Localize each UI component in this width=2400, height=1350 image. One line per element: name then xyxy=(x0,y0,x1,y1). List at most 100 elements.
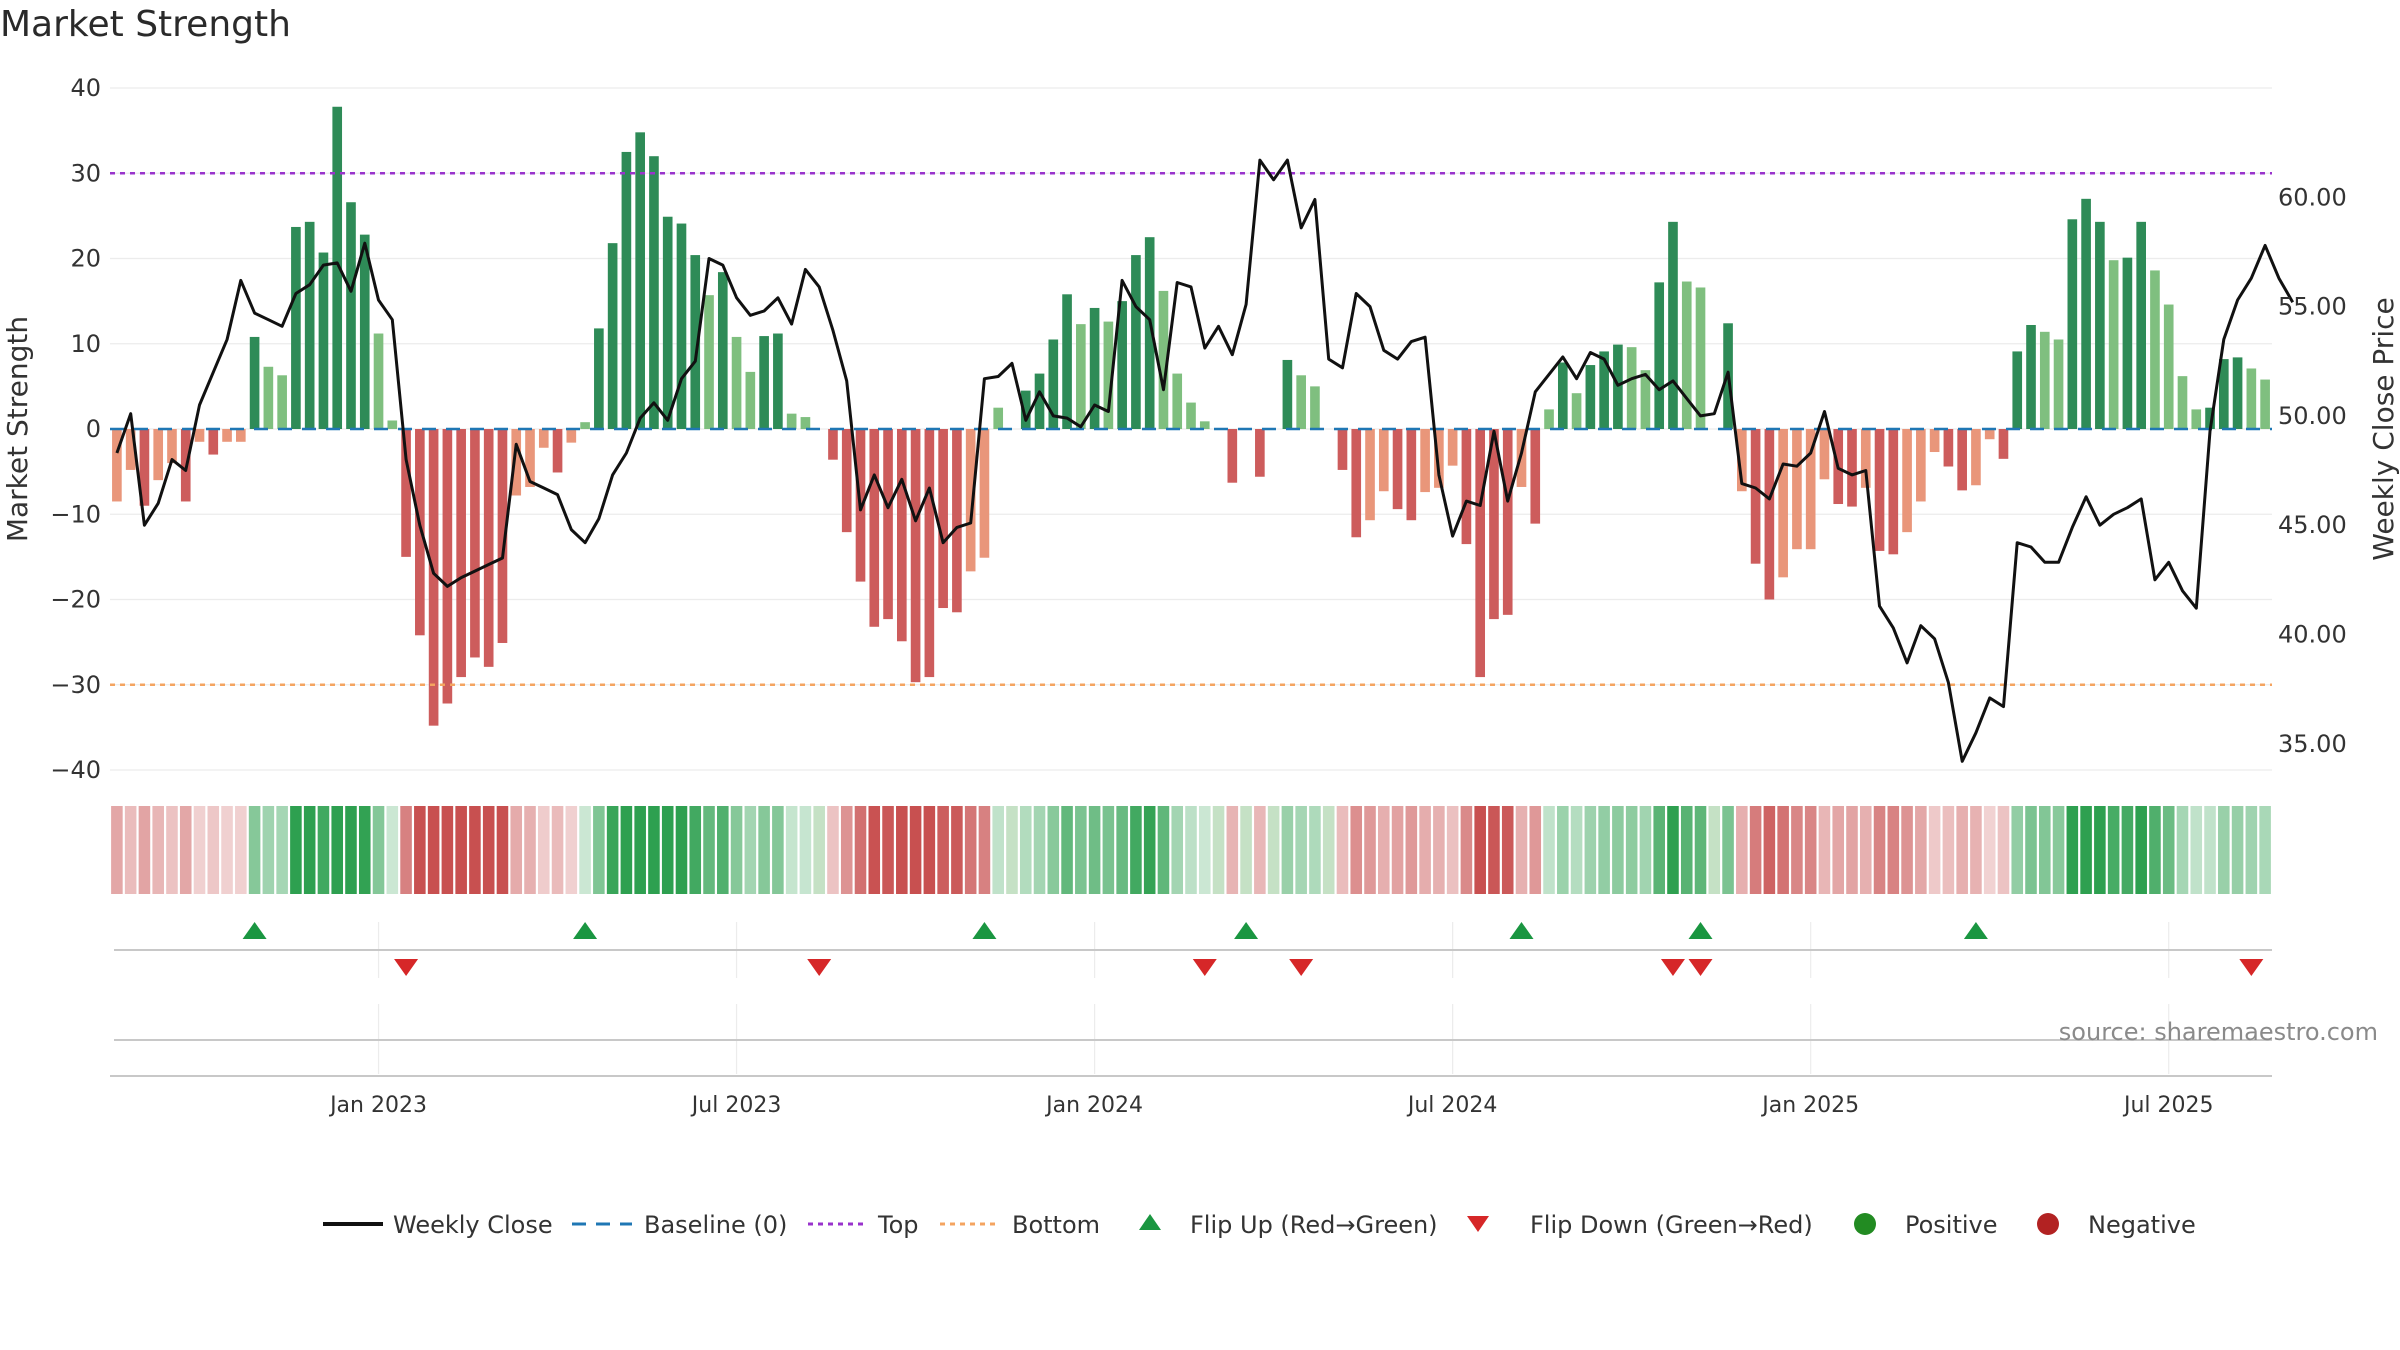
strength-bar-negative xyxy=(1434,429,1444,488)
strip-cell xyxy=(2135,806,2147,894)
strip-cell xyxy=(2149,806,2161,894)
strip-cell xyxy=(565,806,578,894)
strip-cell xyxy=(1364,806,1376,894)
strip-cell xyxy=(2245,806,2258,894)
strip-cell xyxy=(772,806,784,894)
strip-cell xyxy=(689,806,702,894)
strip-cell xyxy=(1433,806,1445,894)
strip-cell xyxy=(207,806,220,894)
strip-cell xyxy=(1185,806,1197,894)
strip-cell xyxy=(1901,806,1913,894)
strength-bar-negative xyxy=(1860,429,1871,488)
strength-bar-positive xyxy=(1681,281,1692,429)
strip-cell xyxy=(717,806,729,894)
strength-bar-positive xyxy=(2232,357,2243,429)
x-tick-label: Jan 2023 xyxy=(328,1093,427,1118)
right-tick-label: 60.00 xyxy=(2278,183,2347,211)
strength-bar-positive xyxy=(1062,294,1072,429)
strip-cell xyxy=(1281,806,1294,894)
strip-cell xyxy=(1102,806,1115,894)
strength-bar-negative xyxy=(938,429,948,609)
strip-cell xyxy=(2190,806,2203,894)
strip-cell xyxy=(1722,806,1734,894)
strength-bar-positive xyxy=(993,407,1004,429)
strength-bar-negative xyxy=(442,429,453,704)
strength-bar-negative xyxy=(896,429,907,642)
strip-cell xyxy=(1846,806,1858,894)
strip-cell xyxy=(427,806,440,894)
strip-cell xyxy=(1405,806,1418,894)
strength-bar-negative xyxy=(415,429,425,636)
strength-bar-positive xyxy=(304,221,315,429)
strength-bar-positive xyxy=(621,151,632,429)
strength-bar-positive xyxy=(1020,390,1031,429)
strip-cell xyxy=(1887,806,1900,894)
strip-cell xyxy=(2218,806,2230,894)
strength-bar-negative xyxy=(1406,429,1417,521)
strip-cell xyxy=(868,806,881,894)
strip-cell xyxy=(400,806,412,894)
strip-cell xyxy=(1240,806,1252,894)
strip-cell xyxy=(2231,806,2244,894)
strip-cell xyxy=(1639,806,1652,894)
strength-bar-negative xyxy=(1530,429,1541,524)
strength-bar-positive xyxy=(1034,373,1045,429)
strip-cell xyxy=(648,806,660,894)
x-tick-label: Jul 2024 xyxy=(1406,1093,1498,1118)
strip-cell xyxy=(840,806,853,894)
strength-bar-negative xyxy=(511,429,522,496)
strength-bar-positive xyxy=(786,413,797,429)
right-tick-label: 45.00 xyxy=(2278,511,2347,539)
strength-bar-positive xyxy=(2081,198,2091,429)
strength-bar-positive xyxy=(2053,339,2064,429)
strip-cell xyxy=(441,806,454,894)
strength-bar-negative xyxy=(112,429,122,502)
strip-cell xyxy=(2080,806,2092,894)
strength-bar-positive xyxy=(387,420,398,429)
strength-bar-positive xyxy=(1654,282,1665,429)
strength-bar-positive xyxy=(2218,359,2229,429)
strip-cell xyxy=(496,806,509,894)
strip-cell xyxy=(593,806,605,894)
strip-cell xyxy=(1915,806,1927,894)
strength-bar-positive xyxy=(800,417,811,429)
strip-cell xyxy=(1557,806,1569,894)
strip-cell xyxy=(1777,806,1789,894)
strength-bar-positive xyxy=(2260,379,2270,429)
strip-cell xyxy=(1419,806,1431,894)
strip-cell xyxy=(2259,806,2271,894)
strip-cell xyxy=(1543,806,1555,894)
strength-bar-negative xyxy=(456,429,466,678)
left-tick-label: 20 xyxy=(70,245,101,273)
strength-bar-positive xyxy=(676,223,687,429)
strip-cell xyxy=(1970,806,1982,894)
strip-cell xyxy=(166,806,178,894)
strip-cell xyxy=(730,806,743,894)
strength-bar-positive xyxy=(1199,421,1210,429)
strength-bar-positive xyxy=(690,255,701,429)
strip-cell xyxy=(317,806,330,894)
strip-cell xyxy=(1130,806,1142,894)
strength-bar-positive xyxy=(1640,370,1651,429)
strength-bar-negative xyxy=(552,429,563,473)
strip-cell xyxy=(1143,806,1156,894)
legend: Weekly Close Baseline (0) Top Bottom Fli… xyxy=(323,1211,2196,1239)
strength-bar-positive xyxy=(1048,339,1059,429)
weekly-close-layer xyxy=(115,158,2295,763)
strip-cell xyxy=(235,806,247,894)
strength-bar-positive xyxy=(759,336,769,429)
strength-bar-negative xyxy=(194,429,205,442)
strip-cell xyxy=(1515,806,1528,894)
strength-bar-positive xyxy=(1076,324,1086,429)
strength-bar-positive xyxy=(2136,221,2146,429)
strength-bar-positive xyxy=(359,234,370,429)
strip-cell xyxy=(620,806,633,894)
strength-bar-negative xyxy=(979,429,990,558)
strip-cell xyxy=(1667,806,1679,894)
strength-bar-negative xyxy=(1489,429,1499,620)
legend-bottom: Bottom xyxy=(1012,1211,1100,1239)
strength-bar-negative xyxy=(1392,429,1403,510)
strength-bar-negative xyxy=(1255,429,1265,477)
x-tick-label: Jan 2024 xyxy=(1044,1093,1143,1118)
